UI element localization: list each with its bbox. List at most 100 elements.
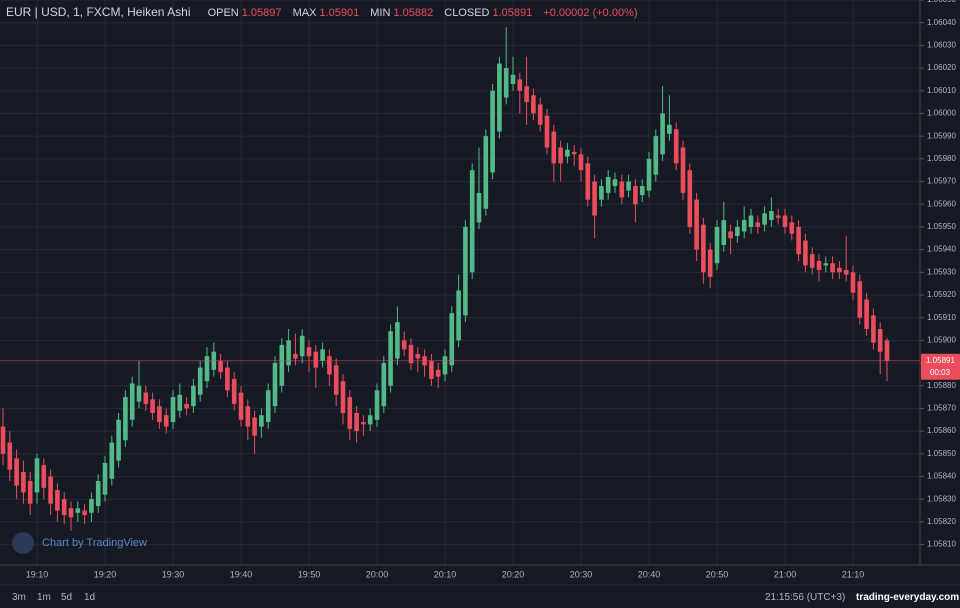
x-tick-label: 20:50 [706, 569, 729, 579]
candle-body [109, 442, 115, 479]
candle-body [823, 263, 829, 266]
candle-body [327, 356, 332, 375]
candle-body [843, 270, 849, 275]
candle-body [136, 385, 142, 402]
y-tick-label: 1.05930 [927, 267, 956, 276]
candle-body [653, 136, 659, 175]
candle-body [748, 215, 754, 227]
candle-body [252, 417, 257, 436]
watermark[interactable]: Chart by TradingView [12, 532, 147, 554]
candle-body [61, 499, 67, 516]
candle-body [48, 476, 53, 504]
min-label: MIN [370, 7, 391, 19]
candle-body [585, 163, 591, 200]
x-tick-label: 20:30 [570, 569, 593, 579]
candle-body [680, 147, 686, 193]
min-value: 1.05882 [393, 7, 434, 19]
candle-body [503, 68, 509, 98]
candle-body [612, 179, 618, 187]
candle-body [694, 199, 699, 250]
candle-body [34, 458, 40, 493]
candle-body [170, 397, 176, 423]
candle-body [231, 378, 237, 404]
candle-body [27, 481, 33, 504]
x-tick-label: 21:10 [842, 569, 865, 579]
candle-body [830, 263, 835, 273]
candle-body [102, 462, 108, 495]
candle-body [531, 95, 536, 114]
y-tick-label: 1.05820 [927, 517, 956, 526]
y-tick-label: 1.05940 [927, 245, 956, 254]
candle-body [769, 211, 774, 221]
range[interactable]: 1m [37, 592, 51, 603]
candle-body [701, 224, 706, 273]
candle-body [871, 315, 876, 343]
candle-body [299, 335, 305, 357]
y-tick-label: 1.05990 [927, 131, 956, 140]
x-tick-label: 20:40 [638, 569, 661, 579]
y-tick-label: 1.05960 [927, 199, 956, 208]
candle-body [163, 415, 169, 427]
y-tick-label: 1.06030 [927, 40, 956, 49]
axis-background [920, 0, 960, 565]
candle-body [864, 299, 869, 330]
symbol[interactable]: EUR | USD, 1, FXCM, Heiken Ashi [6, 5, 191, 19]
x-tick-label: 19:40 [230, 569, 253, 579]
candle-body [347, 397, 353, 429]
candle-body [367, 415, 373, 425]
candle-body [41, 465, 47, 488]
range[interactable]: 1d [84, 592, 96, 603]
candle-body [313, 351, 319, 368]
range[interactable]: 3m [12, 592, 26, 603]
candle-body [204, 356, 210, 382]
y-tick-label: 1.05950 [927, 222, 956, 231]
candle-body [735, 226, 740, 236]
candle-body [415, 353, 421, 359]
candle-body [218, 360, 223, 373]
candle-body [456, 290, 461, 341]
header: EUR | USD, 1, FXCM, Heiken Ashi OPEN 1.05… [6, 5, 646, 19]
candle-body [728, 231, 733, 239]
y-tick-label: 1.06040 [927, 18, 956, 27]
candle-body [565, 149, 570, 157]
candle-body [306, 347, 312, 357]
candle-body [633, 186, 638, 205]
candle-body [0, 426, 6, 454]
y-tick-label: 1.06010 [927, 86, 956, 95]
candle-body [483, 136, 489, 209]
site: trading-everyday.com [856, 592, 960, 603]
candle-body [762, 213, 767, 225]
candle-body [782, 215, 788, 227]
candle-body [89, 499, 94, 513]
countdown: 00:03 [930, 368, 951, 377]
y-tick-label: 1.05810 [927, 540, 956, 549]
candle-body [293, 353, 298, 359]
y-tick-label: 1.05980 [927, 154, 956, 163]
candle-body [789, 222, 795, 234]
x-tick-label: 20:10 [434, 569, 457, 579]
candle-body [21, 471, 26, 493]
candle-body [639, 186, 645, 196]
max-value: 1.05901 [319, 7, 360, 19]
candle-body [286, 340, 291, 366]
y-tick-label: 1.05850 [927, 449, 956, 458]
candle-body [320, 349, 325, 361]
x-tick-label: 19:50 [298, 569, 321, 579]
y-tick-label: 1.05860 [927, 426, 956, 435]
candle-body [646, 158, 652, 191]
candle-body [558, 147, 563, 164]
candle-body [143, 392, 149, 404]
candle-body [408, 344, 414, 364]
candle-body [626, 181, 631, 191]
candle-body [279, 344, 285, 386]
candle-body [333, 365, 339, 395]
x-tick-label: 19:30 [162, 569, 185, 579]
candle-body [877, 329, 883, 352]
candle-body [184, 403, 189, 409]
candle-body [245, 406, 251, 427]
candle-body [837, 267, 842, 273]
candle-body [150, 399, 155, 413]
clock: 21:15:56 (UTC+3) [765, 592, 846, 603]
range[interactable]: 5d [61, 592, 73, 603]
candle-body [721, 220, 727, 246]
